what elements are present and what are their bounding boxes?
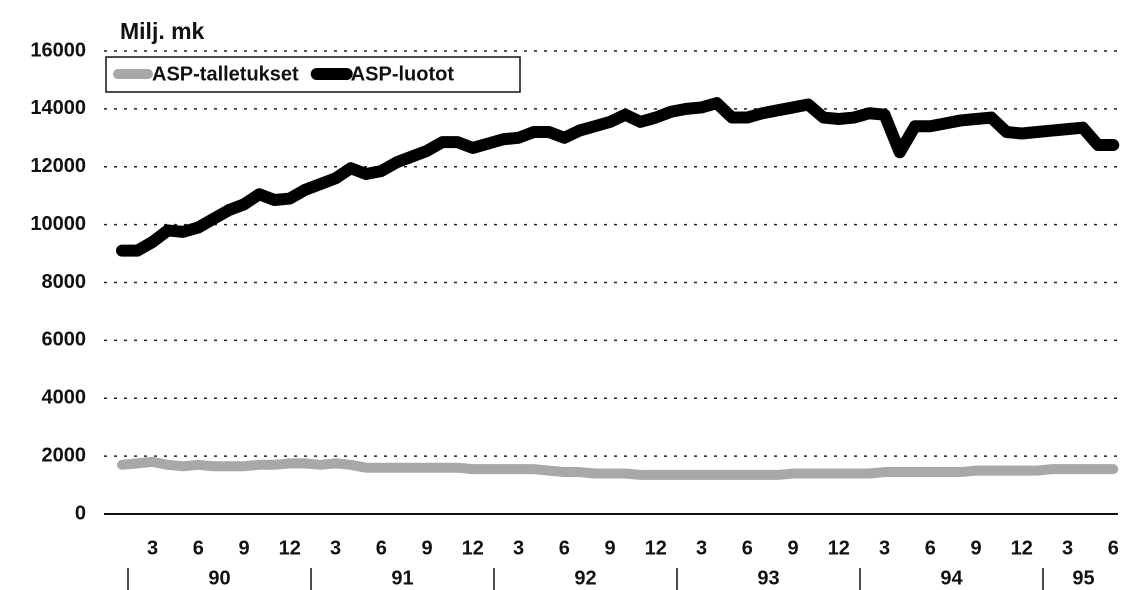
chart-title: Milj. mk	[120, 18, 205, 44]
x-group-label: 95	[1072, 567, 1094, 589]
x-tick-label: 9	[238, 537, 249, 559]
x-tick-label: 3	[879, 537, 890, 559]
x-tick-label: 12	[645, 537, 667, 559]
x-tick-label: 6	[925, 537, 936, 559]
x-tick-label: 9	[787, 537, 798, 559]
x-tick-label: 12	[1011, 537, 1033, 559]
x-group-label: 93	[757, 567, 779, 589]
x-tick-label: 6	[559, 537, 570, 559]
y-tick-label: 0	[75, 502, 86, 524]
y-tick-label: 2000	[42, 444, 87, 466]
x-tick-label: 9	[604, 537, 615, 559]
y-tick-label: 14000	[30, 97, 86, 119]
x-group-label: 90	[208, 567, 230, 589]
x-tick-label: 9	[970, 537, 981, 559]
x-tick-label: 3	[696, 537, 707, 559]
x-group-label: 91	[391, 567, 413, 589]
x-tick-label: 12	[462, 537, 484, 559]
series-line	[117, 456, 1119, 480]
x-tick-label: 6	[376, 537, 387, 559]
y-tick-label: 10000	[30, 213, 86, 235]
x-tick-label: 12	[279, 537, 301, 559]
x-tick-label: 6	[742, 537, 753, 559]
x-tick-label: 3	[147, 537, 158, 559]
x-tick-label: 6	[193, 537, 204, 559]
legend-label: ASP-talletukset	[152, 63, 299, 85]
x-tick-label: 3	[1062, 537, 1073, 559]
x-tick-label: 3	[330, 537, 341, 559]
x-tick-label: 12	[828, 537, 850, 559]
x-tick-label: 6	[1108, 537, 1119, 559]
legend-label: ASP-luotot	[351, 63, 455, 85]
x-group-label: 94	[940, 567, 963, 589]
y-tick-label: 16000	[30, 39, 86, 61]
x-tick-label: 3	[513, 537, 524, 559]
x-group-label: 92	[574, 567, 596, 589]
y-tick-label: 8000	[42, 271, 87, 293]
series-line	[116, 97, 1120, 257]
y-tick-label: 6000	[42, 329, 87, 351]
x-tick-label: 9	[421, 537, 432, 559]
y-tick-label: 12000	[30, 155, 86, 177]
y-tick-label: 4000	[42, 387, 87, 409]
